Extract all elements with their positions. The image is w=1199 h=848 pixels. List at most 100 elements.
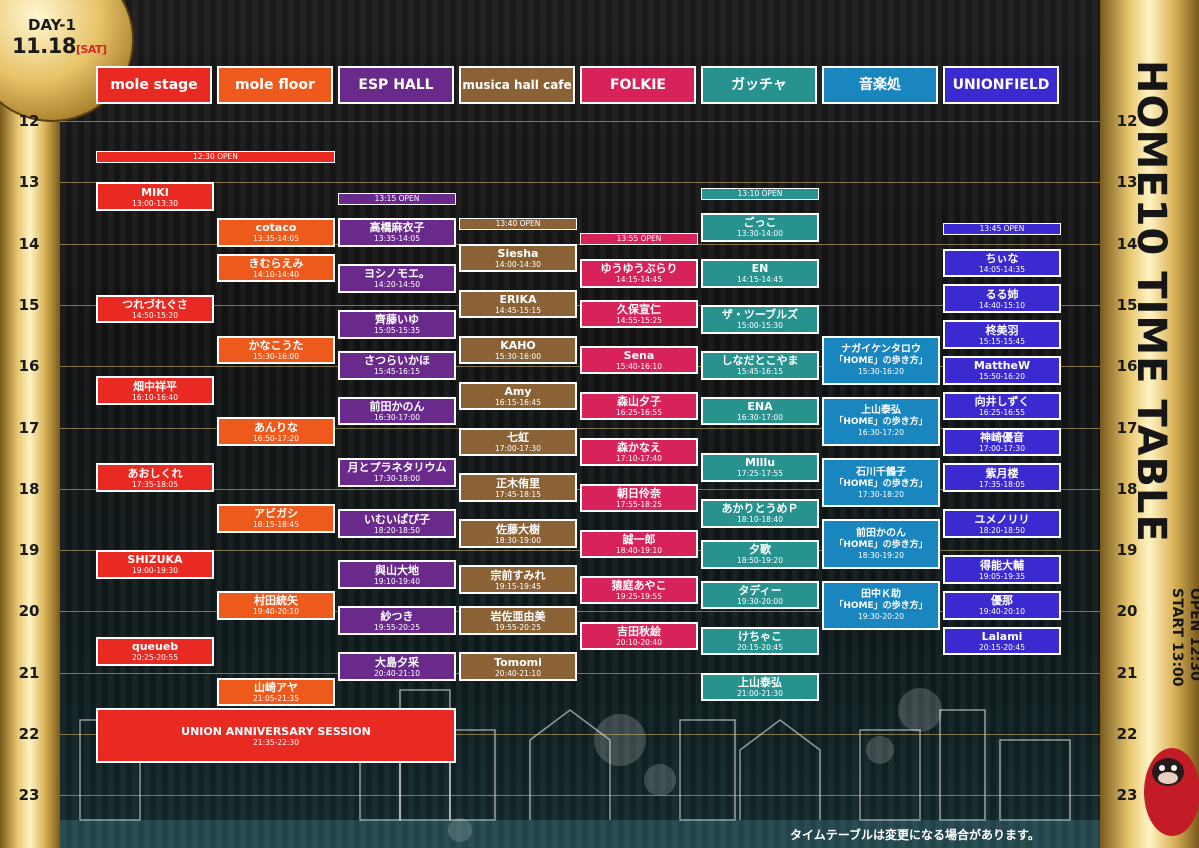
act-time: 17:35-18:05	[979, 479, 1025, 489]
act-name: 正木侑里	[496, 476, 540, 490]
hour-tick-left: 12	[18, 112, 40, 130]
hour-tick-right: 22	[1116, 725, 1138, 743]
act-block-esp_hall: 與山大地 19:10-19:40	[338, 560, 456, 589]
act-time: 21:35-22:30	[253, 737, 299, 747]
act-block-musica: 岩佐亜由美 19:55-20:25	[459, 606, 577, 635]
act-name: あかりとうめＰ	[721, 502, 799, 516]
act-time: 16:30-17:20	[858, 428, 904, 438]
act-name: 佐藤大樹	[496, 522, 540, 536]
hour-tick-right: 14	[1116, 234, 1138, 253]
date-label: 11.18[SAT]	[12, 34, 107, 58]
act-time: 19:05-19:35	[979, 571, 1025, 581]
stage-header-ongakudokoro: 音楽処	[822, 66, 938, 104]
act-name: 誠一郎	[622, 532, 656, 546]
act-time: 19:55-20:25	[495, 622, 541, 632]
hour-tick-left: 19	[18, 541, 40, 560]
hour-tick-right: 18	[1116, 479, 1138, 498]
act-time: 18:50-19:20	[737, 556, 783, 566]
act-time: 20:10-20:40	[616, 637, 662, 647]
act-block-gatcha: EN 14:15-14:45	[701, 258, 819, 288]
act-name: Amy	[504, 384, 532, 398]
act-time: 15:50-16:20	[979, 372, 1025, 382]
act-block-musica: 七虹 17:00-17:30	[459, 427, 577, 457]
act-name: Sena	[623, 349, 655, 363]
act-time: 20:40-21:10	[374, 668, 420, 678]
act-block-mole_floor: 山崎アヤ 21:05-21:35	[217, 677, 335, 707]
hour-tick-left: 22	[18, 725, 40, 743]
act-name: つれづれぐさ	[122, 297, 188, 311]
act-time: 16:50-17:20	[253, 433, 299, 443]
act-block-mole_floor: cotaco 13:35-14:05	[217, 218, 335, 247]
act-block-gatcha: しなだとこやま 15:45-16:15	[701, 350, 819, 380]
hour-tick-right: 23	[1116, 786, 1138, 805]
act-time: 17:45-18:15	[495, 489, 541, 499]
act-block-gatcha: 上山泰弘 21:00-21:30	[701, 672, 819, 702]
act-name: 得能大輔	[980, 558, 1024, 572]
act-block-ongakudokoro: 石川千鶴子 「HOME」の歩き方」 17:30-18:20	[822, 458, 940, 508]
act-name: 上山泰弘	[738, 676, 782, 689]
hour-gridline	[60, 121, 1100, 122]
act-block-unionfield: ちぃな 14:05-14:35	[943, 248, 1061, 278]
act-time: 18:10-18:40	[737, 515, 783, 525]
act-block-musica: Siesha 14:00-14:30	[459, 243, 577, 273]
act-block-musica: 佐藤大樹 18:30-19:00	[459, 519, 577, 549]
act-time: 15:45-16:15	[374, 367, 420, 377]
hour-tick-right: 20	[1116, 602, 1138, 621]
act-time: 19:25-19:55	[616, 591, 662, 601]
act-name: 猿庭あやこ	[611, 578, 667, 592]
act-name: 山崎アヤ	[254, 681, 298, 695]
act-time: 13:35-14:05	[374, 234, 420, 244]
act-block-unionfield: 柊美羽 15:15-15:45	[943, 320, 1061, 349]
mascot-gorilla-icon	[1144, 748, 1199, 836]
act-name: Lalami	[981, 630, 1023, 644]
act-block-gatcha: Mlllu 17:25-17:55	[701, 453, 819, 482]
act-time: 14:55-15:25	[616, 316, 662, 326]
act-name: 前田かのん	[856, 527, 906, 539]
act-name: 宗前すみれ	[490, 568, 546, 582]
hour-tick-right: 21	[1116, 663, 1138, 682]
act-block-unionfield: 紫月楼 17:35-18:05	[943, 463, 1061, 492]
act-time: 18:20-18:50	[979, 525, 1025, 535]
hour-tick-right: 13	[1116, 173, 1138, 192]
act-time: 14:50-15:20	[132, 310, 178, 320]
act-time: 19:40-20:10	[979, 607, 1025, 617]
act-name: 向井しずく	[974, 395, 1030, 409]
act-time: 13:30-14:00	[737, 229, 783, 239]
act-block-esp_hall: 齊藤いゆ 15:05-15:35	[338, 310, 456, 339]
act-time: 18:30-19:00	[495, 535, 541, 545]
hour-tick-left: 13	[18, 173, 40, 192]
act-block-folkie: 誠一郎 18:40-19:10	[580, 529, 698, 559]
act-name: 吉田秋絵	[617, 624, 661, 638]
act-time: 15:40-16:10	[616, 362, 662, 372]
act-block-folkie: 久保宣仁 14:55-15:25	[580, 299, 698, 329]
act-name: あんりな	[254, 420, 298, 434]
act-block-unionfield: るる姉 14:40-15:10	[943, 284, 1061, 314]
act-time: 18:20-18:50	[374, 525, 420, 535]
act-name: 前田かのん	[369, 400, 425, 414]
act-time: 15:30-16:20	[858, 367, 904, 377]
act-block-gatcha: 夕歌 18:50-19:20	[701, 539, 819, 569]
act-name: 田中Ｋ助	[861, 589, 901, 601]
act-time: 16:30-17:00	[737, 413, 783, 423]
act-name: ゆうゆうぶらり	[600, 262, 678, 276]
act-time: 17:30-18:00	[374, 474, 420, 484]
act-name: 森かなえ	[617, 441, 661, 455]
act-block-folkie: 森山夕子 16:25-16:55	[580, 391, 698, 421]
act-name: ちぃな	[985, 252, 1019, 266]
act-time: 14:15-14:45	[616, 275, 662, 285]
act-block-esp_hall: 前田かのん 16:30-17:00	[338, 396, 456, 426]
act-name: 與山大地	[375, 563, 419, 577]
act-name: 久保宣仁	[617, 303, 661, 317]
day-label: DAY-1	[28, 16, 76, 34]
act-block-esp_hall: いむいぱぴ子 18:20-18:50	[338, 509, 456, 538]
act-time: 14:15-14:45	[737, 275, 783, 285]
act-time: 13:00-13:30	[132, 198, 178, 208]
act-time: 14:45-15:15	[495, 305, 541, 315]
act-time: 15:30-16:00	[495, 351, 541, 361]
act-block-musica: KAHO 15:30-16:00	[459, 335, 577, 365]
act-time: 21:05-21:35	[253, 694, 299, 704]
act-time: 20:15-20:45	[979, 643, 1025, 653]
hour-tick-right: 12	[1116, 112, 1138, 130]
act-name: SHIZUKA	[127, 553, 183, 567]
act-time: 19:40-20:10	[253, 607, 299, 617]
